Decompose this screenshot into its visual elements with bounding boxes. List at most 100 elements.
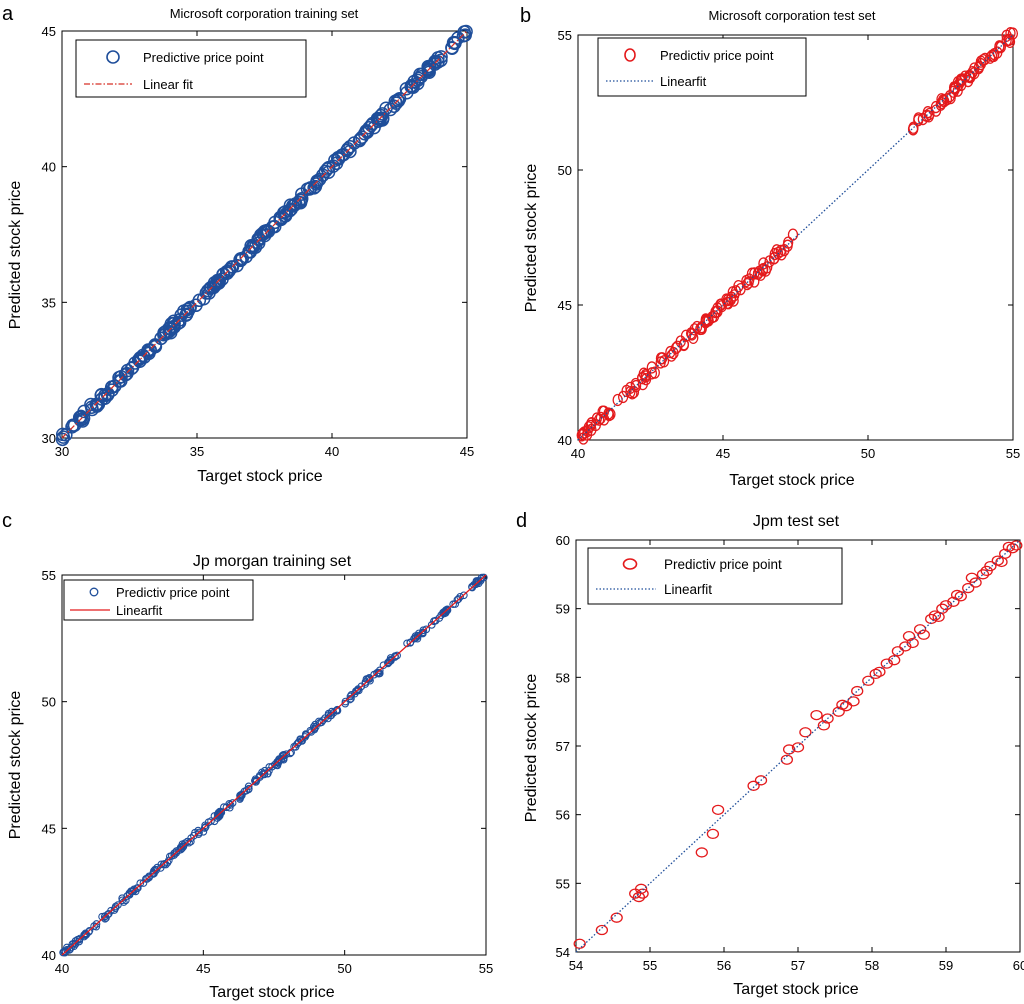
y-tick-label-d: 54 <box>556 945 570 960</box>
legend-marker-predictive-d <box>622 558 638 570</box>
data-point-d <box>695 847 708 858</box>
data-point-d <box>862 675 875 686</box>
data-point-b <box>986 49 998 62</box>
data-point-c <box>354 686 363 695</box>
data-point-c <box>157 860 166 869</box>
data-point-a <box>295 187 309 201</box>
data-point-a <box>312 172 327 187</box>
y-axis-label-d: Predicted stock price <box>523 674 540 823</box>
data-point-b <box>612 393 623 407</box>
data-point-b <box>657 352 668 365</box>
data-point-b <box>741 274 752 288</box>
data-point-a <box>196 291 211 306</box>
plot-area-d: 54 55 56 57 58 59 60 54 55 56 57 58 59 60 <box>556 533 1024 973</box>
data-point-d <box>888 655 901 666</box>
data-point-d <box>873 666 886 677</box>
data-point-d <box>817 720 831 731</box>
data-point-a <box>428 54 442 69</box>
y-tick-label-c: 40 <box>42 948 56 963</box>
data-point-b <box>907 123 919 136</box>
data-point-a <box>76 411 91 426</box>
x-tick-label-d: 59 <box>939 958 953 973</box>
legend-marker-predictive-a <box>106 50 120 64</box>
data-point-c <box>296 735 305 744</box>
legend-label-fit-d: Linearfit <box>664 582 712 597</box>
data-point-c <box>183 837 192 846</box>
x-tick-label-a: 30 <box>55 444 69 459</box>
data-point-b <box>945 91 956 105</box>
data-point-c <box>479 573 488 582</box>
data-point-d <box>906 637 919 649</box>
data-point-d <box>610 912 623 923</box>
data-point-c <box>430 617 438 625</box>
data-point-b <box>678 338 690 351</box>
data-point-a <box>294 191 309 206</box>
data-point-a <box>446 35 461 50</box>
data-point-a <box>278 209 293 223</box>
data-point-c <box>474 579 483 588</box>
x-axis-label-b: Target stock price <box>729 472 854 489</box>
data-point-c <box>385 658 393 667</box>
data-point-a <box>179 307 194 322</box>
y-tick-label-b: 40 <box>558 433 572 448</box>
panel-letter-c: c <box>2 510 12 532</box>
data-point-c <box>110 906 119 914</box>
chart-title-b: Microsoft corporation test set <box>709 8 876 23</box>
data-point-d <box>880 658 893 669</box>
data-point-c <box>76 934 84 943</box>
data-point-a <box>343 144 357 159</box>
x-tick-label-d: 54 <box>569 958 583 973</box>
data-point-c <box>63 946 72 954</box>
y-tick-label-a: 30 <box>42 431 56 446</box>
x-tick-label-d: 55 <box>643 958 657 973</box>
y-tick-label-d: 57 <box>556 739 570 754</box>
data-point-c <box>201 821 209 830</box>
legend-b: Predictiv price point Linearfit <box>597 37 807 97</box>
data-point-d <box>839 701 853 712</box>
data-point-b <box>689 323 700 336</box>
x-tick-label-d: 60 <box>1013 958 1024 973</box>
fit-line-d <box>575 539 1021 953</box>
data-point-a <box>375 107 390 121</box>
data-point-b <box>1001 34 1012 47</box>
data-point-b <box>710 305 721 319</box>
plot-area-a: 30 35 40 45 30 35 40 45 <box>42 24 475 459</box>
data-point-b <box>646 361 657 374</box>
x-axis-label-c: Target stock price <box>209 984 334 1001</box>
panel-letter-b: b <box>520 5 531 27</box>
data-point-c <box>375 666 384 675</box>
data-point-b <box>668 346 679 360</box>
data-point-d <box>754 775 768 786</box>
data-point-a <box>59 428 73 442</box>
data-point-b <box>779 243 790 257</box>
data-point-c <box>443 605 452 614</box>
data-point-a <box>131 353 146 367</box>
y-axis-label-c: Predicted stock price <box>7 691 24 840</box>
y-axis-label-a: Predicted stock price <box>7 181 24 330</box>
data-point-d <box>891 646 905 657</box>
data-point-c <box>374 668 383 677</box>
legend-box-a <box>75 39 307 98</box>
y-tick-label-b: 55 <box>558 28 572 43</box>
data-point-c <box>156 864 165 872</box>
axes-frame-b <box>577 34 1014 441</box>
data-point-c <box>333 705 342 714</box>
data-point-a <box>183 300 197 315</box>
data-point-c <box>306 726 315 735</box>
data-point-d <box>913 624 927 635</box>
data-point-d <box>636 888 649 899</box>
data-point-c <box>237 791 246 800</box>
data-point-c <box>460 591 468 600</box>
data-point-c <box>321 714 329 722</box>
data-point-a <box>309 177 323 191</box>
axes-frame-a <box>61 30 468 439</box>
x-tick-label-b: 40 <box>571 446 585 461</box>
data-point-d <box>902 630 916 642</box>
data-point-b <box>625 385 636 399</box>
y-tick-label-d: 55 <box>556 876 570 891</box>
data-point-a <box>119 367 133 382</box>
data-point-d <box>969 577 982 588</box>
data-point-a <box>164 317 179 331</box>
data-point-c <box>244 782 253 791</box>
